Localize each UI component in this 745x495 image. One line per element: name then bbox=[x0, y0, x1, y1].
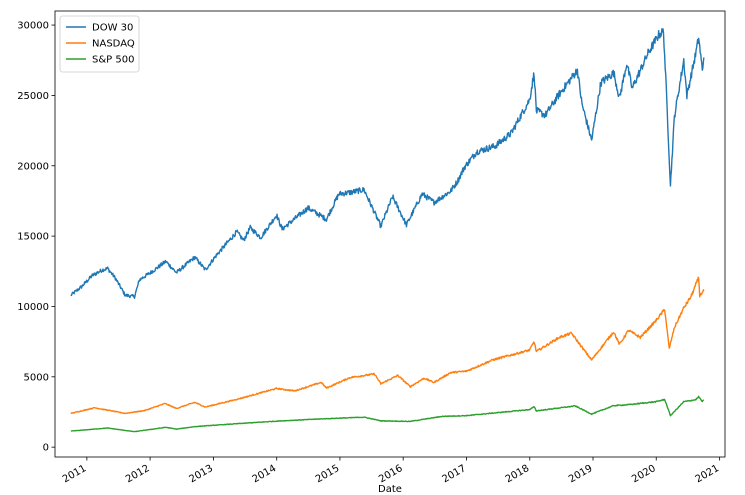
y-tick-label: 10000 bbox=[17, 302, 49, 313]
y-tick-label: 30000 bbox=[17, 21, 49, 32]
y-tick-label: 5000 bbox=[24, 372, 49, 383]
x-tick-label: 2012 bbox=[124, 463, 152, 485]
legend-box bbox=[59, 15, 140, 73]
y-axis: 0 5000 10000 15000 20000 25000 30000 bbox=[17, 21, 55, 454]
legend-label-s-p-500: S&P 500 bbox=[92, 55, 134, 66]
x-tick-label: 2013 bbox=[187, 463, 215, 485]
x-tick-label: 2018 bbox=[504, 463, 532, 485]
y-tick-label: 15000 bbox=[17, 232, 49, 243]
series-line-nasdaq bbox=[70, 276, 705, 415]
x-tick-label: 2014 bbox=[251, 463, 279, 485]
series-layer bbox=[70, 28, 705, 433]
legend: DOW 30 NASDAQ S&P 500 bbox=[59, 15, 140, 73]
x-tick-label: 2016 bbox=[377, 463, 405, 485]
y-tick-label: 20000 bbox=[17, 161, 49, 172]
y-tick-label: 25000 bbox=[17, 91, 49, 102]
x-tick-label: 2015 bbox=[314, 463, 342, 485]
legend-label-dow-30: DOW 30 bbox=[92, 23, 133, 34]
plot-frame bbox=[54, 10, 726, 458]
legend-label-nasdaq: NASDAQ bbox=[92, 39, 135, 50]
series-line-s-p-500 bbox=[70, 395, 705, 433]
x-tick-label: 2020 bbox=[630, 463, 658, 485]
y-tick-label: 0 bbox=[43, 443, 49, 454]
x-tick-label: 2021 bbox=[694, 463, 722, 485]
x-axis: 2011 2012 2013 2014 2015 2016 2017 2018 2019 2020… bbox=[61, 457, 721, 485]
series-line-dow-30 bbox=[70, 28, 705, 299]
x-axis-label: Date bbox=[378, 484, 402, 495]
x-tick-label: 2017 bbox=[441, 463, 469, 485]
x-tick-label: 2011 bbox=[61, 463, 89, 485]
x-tick-label: 2019 bbox=[567, 463, 595, 485]
